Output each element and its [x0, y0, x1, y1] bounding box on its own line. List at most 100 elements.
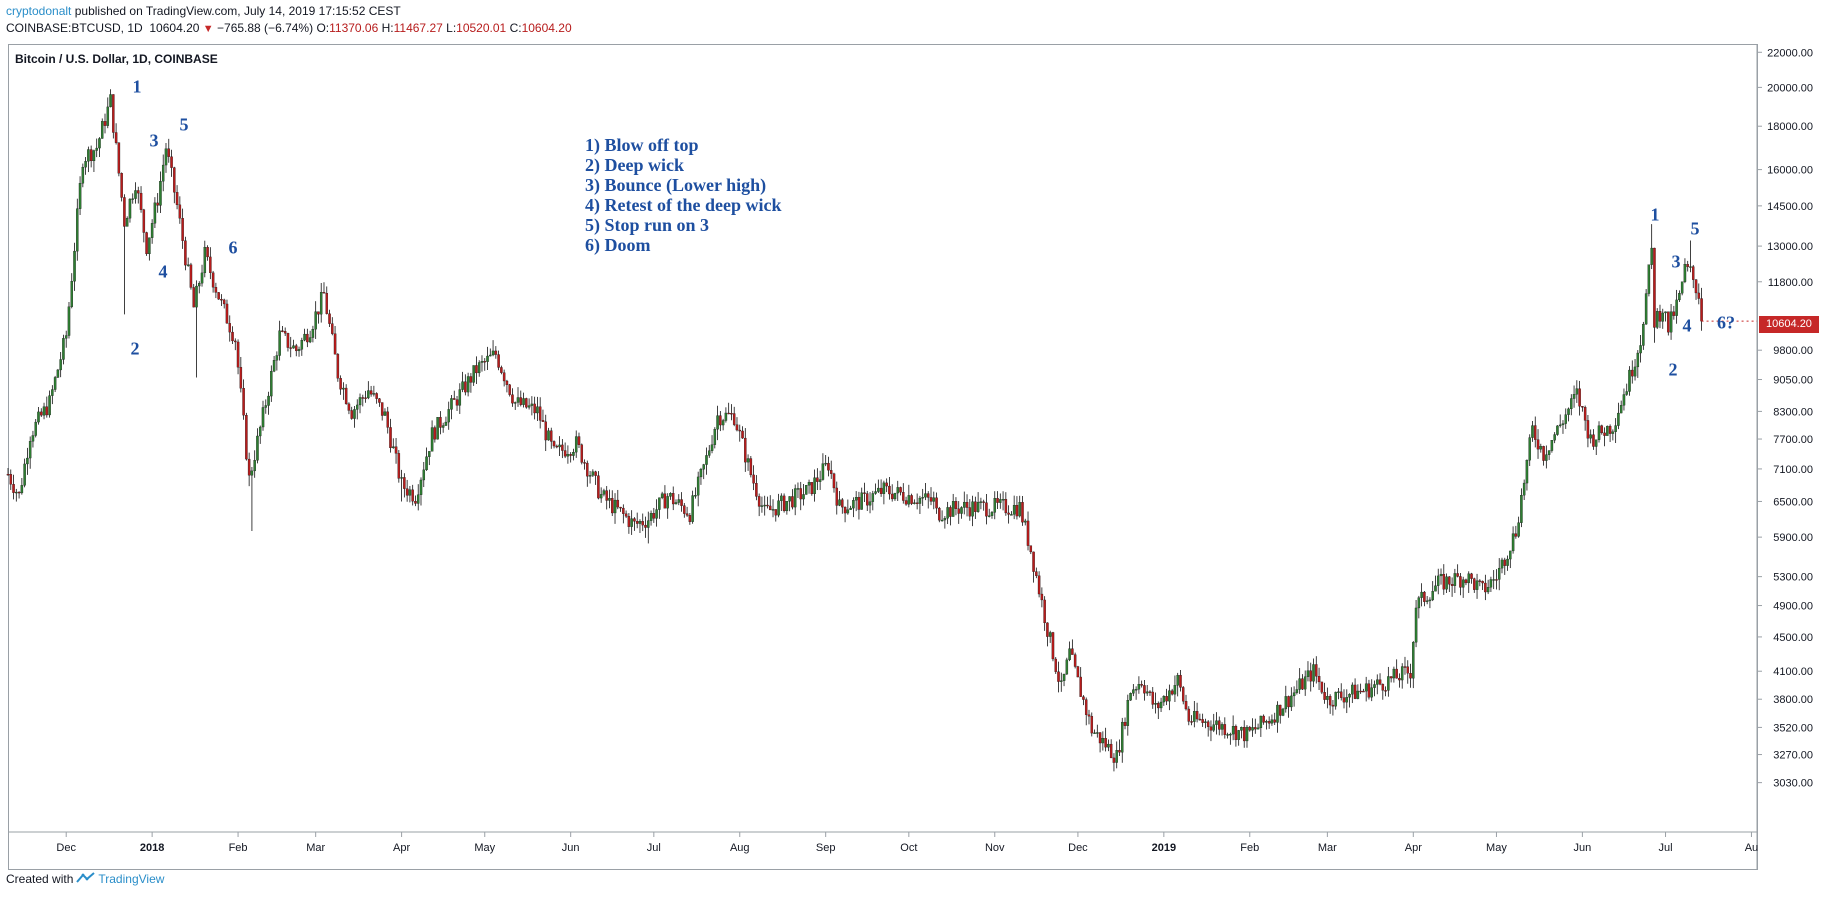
wave-2018-6: 6: [228, 237, 238, 258]
author-link[interactable]: cryptodonalt: [6, 4, 72, 18]
candle-body: [355, 404, 359, 410]
candle-body: [1037, 575, 1041, 595]
candle-body: [453, 398, 456, 400]
down-arrow-icon: ▼: [202, 23, 214, 35]
candle-body: [763, 504, 766, 507]
candle-body: [907, 495, 911, 505]
candle-body: [112, 94, 115, 133]
candle-body: [655, 509, 658, 519]
candle-body: [1697, 292, 1701, 299]
candle-body: [1475, 580, 1479, 590]
candle-body: [744, 437, 747, 463]
candle-body: [929, 497, 933, 502]
candle-body: [1328, 696, 1332, 706]
candle-body: [727, 412, 730, 415]
candle-body: [1631, 369, 1634, 377]
candle-body: [860, 492, 863, 510]
candle-body: [597, 475, 600, 499]
candle-body: [211, 272, 215, 288]
candle-body: [1473, 578, 1476, 590]
candle-body: [489, 354, 492, 357]
candle-body: [1315, 664, 1318, 677]
candle-body: [1675, 299, 1678, 316]
candle-body: [1348, 693, 1351, 698]
candle-body: [1218, 720, 1221, 730]
candle-body: [430, 427, 434, 452]
candle-body: [184, 240, 187, 266]
y-tick-label: 7700.00: [1773, 434, 1813, 446]
candle-body: [84, 161, 87, 168]
candle-body: [647, 520, 650, 528]
candle-body: [92, 150, 96, 162]
candle-body: [231, 331, 234, 342]
x-tick-label: Feb: [229, 842, 248, 854]
y-tick-label: 9800.00: [1773, 345, 1813, 357]
high-value: 11467.27: [393, 21, 443, 35]
candle-body: [428, 451, 431, 457]
candle-body: [935, 497, 938, 509]
candle-body: [940, 519, 944, 522]
candle-body: [1240, 727, 1243, 731]
candle-body: [486, 355, 489, 362]
candle-body: [558, 444, 561, 448]
candle-body: [985, 502, 988, 517]
candle-body: [308, 337, 312, 343]
candle-body: [902, 492, 905, 501]
y-tick-label: 3800.00: [1773, 694, 1813, 706]
candle-body: [976, 501, 980, 512]
candle-body: [1586, 420, 1590, 439]
tradingview-link[interactable]: TradingView: [98, 872, 165, 886]
candle-body: [635, 521, 639, 524]
candle-body: [594, 471, 597, 476]
x-tick-label: Au: [1745, 842, 1758, 854]
candle-body: [982, 501, 985, 503]
candle-body: [131, 198, 134, 200]
candle-body: [1018, 502, 1021, 517]
candle-body: [1212, 724, 1215, 731]
candle-body: [1351, 684, 1354, 695]
candle-body: [1409, 673, 1412, 679]
candle-body: [1550, 440, 1554, 451]
candle-body: [1229, 733, 1232, 736]
candle-body: [996, 498, 999, 503]
candle-body: [173, 167, 176, 193]
x-tick-label: Jul: [1658, 842, 1672, 854]
candle-body: [408, 489, 412, 496]
candle-body: [405, 488, 409, 496]
candle-body: [1528, 437, 1531, 461]
candle-body: [1162, 696, 1166, 703]
candle-body: [896, 487, 899, 494]
candle-body: [1495, 579, 1498, 581]
candle-body: [1556, 425, 1559, 435]
ohlc-line: COINBASE:BTCUSD, 1D 10604.20 ▼ −765.88 (…: [6, 21, 572, 35]
candle-body: [203, 247, 207, 274]
candle-body: [511, 394, 514, 404]
candle-body: [1057, 671, 1060, 682]
x-tick-label: May: [474, 842, 495, 854]
candles: [6, 89, 1703, 772]
candle-body: [525, 398, 528, 408]
candle-body: [1669, 311, 1673, 333]
candle-body: [807, 482, 811, 486]
candle-body: [1209, 726, 1213, 731]
candle-body: [1015, 504, 1019, 517]
candle-body: [835, 487, 839, 506]
candle-body: [1170, 690, 1174, 695]
candle-body: [1096, 732, 1099, 734]
y-tick-label: 3270.00: [1773, 750, 1813, 762]
candle-body: [433, 427, 437, 440]
candle-body: [322, 292, 326, 294]
candle-body: [386, 411, 389, 428]
candle-body: [1068, 648, 1071, 661]
candle-body: [1484, 582, 1487, 593]
candle-body: [827, 462, 830, 471]
note-1: 1) Blow off top: [585, 135, 699, 155]
candle-body: [971, 501, 974, 517]
candle-body: [137, 190, 140, 194]
candle-body: [441, 425, 445, 428]
candle-body: [644, 524, 647, 528]
candle-body: [117, 142, 121, 174]
wave-2019-4: 4: [1682, 315, 1692, 336]
candle-body: [1470, 573, 1473, 579]
